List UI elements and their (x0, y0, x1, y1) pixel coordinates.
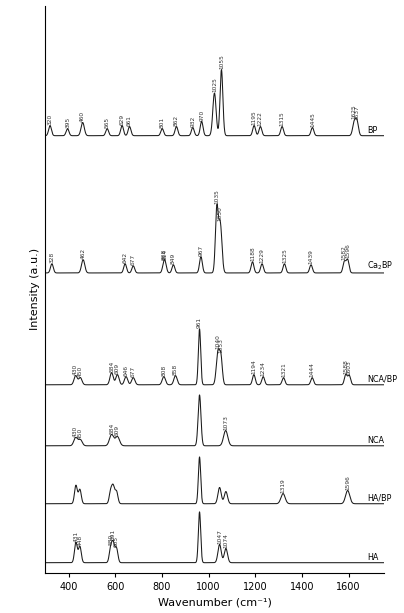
Text: 584: 584 (109, 361, 114, 372)
Text: 801: 801 (160, 117, 165, 128)
Text: 970: 970 (199, 110, 204, 121)
Text: 858: 858 (173, 364, 178, 375)
Text: 431: 431 (74, 530, 78, 541)
Text: 1055: 1055 (219, 54, 224, 69)
Text: 1040: 1040 (215, 335, 221, 349)
Text: 565: 565 (105, 117, 109, 128)
Text: 1444: 1444 (310, 362, 315, 377)
Text: 642: 642 (123, 252, 128, 263)
Text: 1047: 1047 (217, 529, 222, 544)
Text: 661: 661 (127, 115, 132, 126)
Y-axis label: Intensity (a.u.): Intensity (a.u.) (30, 248, 40, 330)
Text: 961: 961 (197, 318, 202, 329)
Text: 1188: 1188 (250, 246, 255, 261)
Text: Ca$_2$BP: Ca$_2$BP (367, 259, 393, 272)
Text: 1637: 1637 (355, 105, 360, 120)
Text: 450: 450 (78, 427, 83, 439)
Text: NCA: NCA (367, 436, 384, 445)
Text: 591: 591 (111, 529, 116, 540)
Text: 1625: 1625 (352, 105, 357, 120)
X-axis label: Wavenumber (cm⁻¹): Wavenumber (cm⁻¹) (158, 598, 271, 607)
Text: BP: BP (367, 126, 377, 135)
Text: HA/BP: HA/BP (367, 493, 391, 503)
Text: 1596: 1596 (345, 475, 350, 490)
Text: 1234: 1234 (261, 361, 266, 376)
Text: 1222: 1222 (258, 111, 263, 126)
Text: 814: 814 (163, 249, 168, 261)
Text: 1603: 1603 (347, 360, 352, 375)
Text: 967: 967 (198, 245, 204, 256)
Text: 1588: 1588 (343, 359, 348, 374)
Text: 677: 677 (131, 366, 136, 377)
Text: 395: 395 (65, 117, 70, 128)
Text: HA: HA (367, 553, 379, 562)
Text: 862: 862 (174, 115, 179, 126)
Text: 849: 849 (171, 253, 176, 264)
Text: 1053: 1053 (219, 338, 223, 353)
Text: 584: 584 (109, 422, 114, 434)
Text: 677: 677 (131, 254, 136, 265)
Text: 1195: 1195 (252, 110, 257, 125)
Text: 580: 580 (108, 533, 113, 544)
Text: 328: 328 (49, 252, 55, 263)
Text: 808: 808 (161, 249, 166, 260)
Text: 450: 450 (78, 366, 83, 377)
Text: 430: 430 (73, 364, 78, 375)
Text: 605: 605 (114, 536, 119, 547)
Text: 1445: 1445 (310, 112, 315, 127)
Text: 808: 808 (161, 365, 166, 376)
Text: 609: 609 (115, 363, 120, 374)
Text: 1325: 1325 (282, 248, 287, 263)
Text: 1194: 1194 (251, 359, 257, 374)
Text: 320: 320 (48, 114, 53, 125)
Text: 1596: 1596 (345, 244, 350, 259)
Text: 1315: 1315 (280, 112, 284, 126)
Text: 1321: 1321 (281, 362, 286, 377)
Text: 1025: 1025 (212, 78, 217, 93)
Text: NCA/BP: NCA/BP (367, 375, 397, 384)
Text: 1439: 1439 (309, 249, 314, 264)
Text: 1582: 1582 (342, 245, 347, 261)
Text: 629: 629 (120, 114, 124, 125)
Text: 1050: 1050 (218, 206, 223, 221)
Text: 448: 448 (78, 535, 82, 546)
Text: 646: 646 (124, 365, 128, 376)
Text: 1073: 1073 (223, 415, 228, 430)
Text: 1074: 1074 (223, 533, 228, 548)
Text: 462: 462 (81, 248, 86, 259)
Text: 932: 932 (190, 116, 195, 127)
Text: 1229: 1229 (259, 248, 265, 263)
Text: 430: 430 (73, 425, 78, 437)
Text: 1035: 1035 (214, 189, 219, 205)
Text: 609: 609 (115, 425, 120, 436)
Text: 1319: 1319 (280, 478, 286, 493)
Text: 460: 460 (80, 111, 85, 122)
